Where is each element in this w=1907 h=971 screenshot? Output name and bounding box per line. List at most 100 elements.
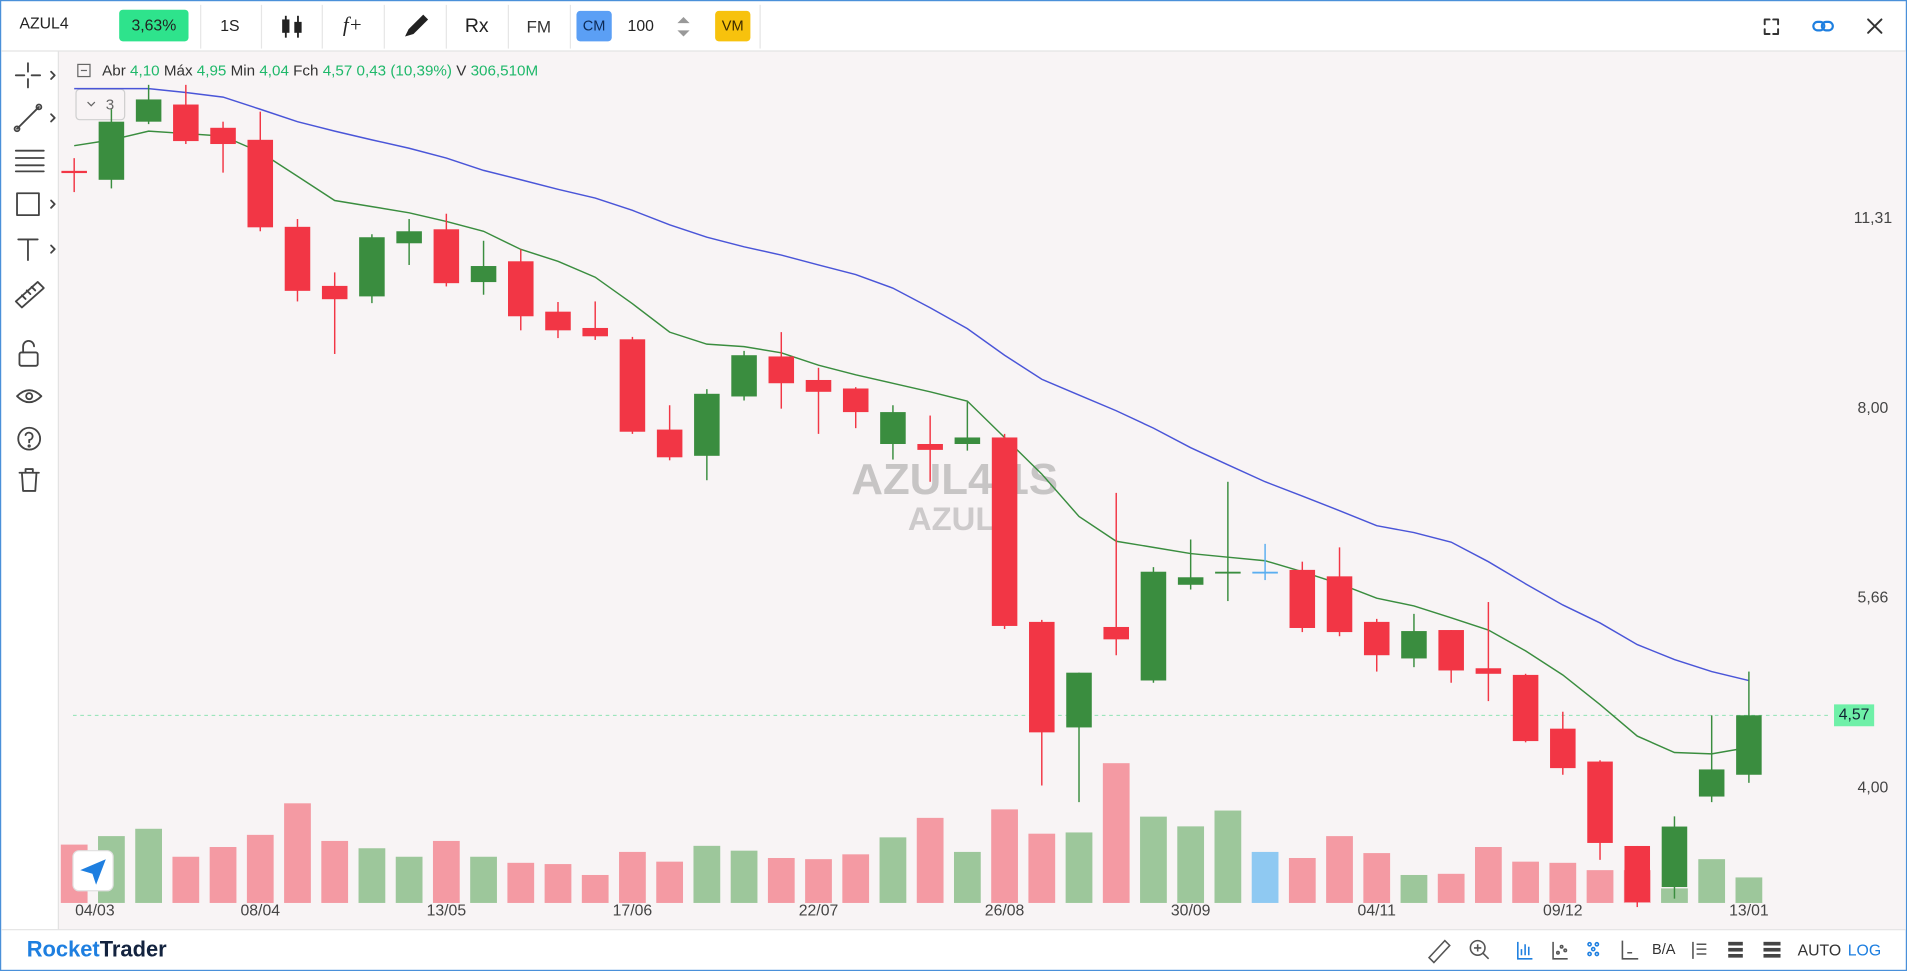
candle-body xyxy=(284,226,311,291)
candle-body xyxy=(1029,621,1055,733)
moving-average xyxy=(74,87,1750,682)
auto-scale-button[interactable]: AUTO xyxy=(1798,943,1842,960)
zoom-button[interactable] xyxy=(1469,939,1490,960)
book-button[interactable] xyxy=(1692,941,1707,959)
ruler-tool[interactable] xyxy=(14,281,45,309)
volume-bar xyxy=(619,851,646,903)
crosshair-tool[interactable] xyxy=(14,62,56,89)
candle-body xyxy=(1289,569,1316,628)
cm-button-bg[interactable] xyxy=(576,10,612,42)
candle-body xyxy=(1326,576,1353,633)
candle-body xyxy=(1550,728,1576,769)
interval-button[interactable]: 1S xyxy=(220,18,239,35)
icon-part xyxy=(18,468,40,492)
volume-bar xyxy=(284,803,311,903)
pattern-button[interactable] xyxy=(1587,941,1600,957)
candle-body xyxy=(1363,621,1390,656)
candle-body xyxy=(880,412,906,445)
icon-part xyxy=(1474,944,1490,960)
layout-button[interactable] xyxy=(1728,941,1743,958)
left-toolbar xyxy=(13,62,56,492)
ruler-button[interactable] xyxy=(1427,939,1451,964)
candle-body xyxy=(1177,577,1204,585)
layout-button-2[interactable] xyxy=(1763,941,1781,958)
bars-button[interactable] xyxy=(1517,941,1533,960)
icon-part xyxy=(14,149,45,173)
fm-button[interactable]: FM xyxy=(526,17,551,36)
quantity-input[interactable]: 100 xyxy=(628,18,655,35)
studies-button[interactable]: f+ xyxy=(343,14,363,36)
icon-part xyxy=(27,444,31,448)
text-tool[interactable] xyxy=(17,238,56,261)
candle-body xyxy=(1624,845,1651,902)
log-scale-button[interactable]: LOG xyxy=(1848,943,1881,960)
candle-body xyxy=(1103,626,1129,640)
icon-part xyxy=(1587,951,1592,957)
open-label: Abr xyxy=(102,63,126,80)
volume-bar xyxy=(1586,870,1614,903)
volume-bar xyxy=(172,856,200,903)
icon-part xyxy=(50,113,56,123)
shape-tool[interactable] xyxy=(16,192,56,217)
volume-bar xyxy=(209,847,237,903)
indicator-dropdown[interactable] xyxy=(75,88,126,121)
dividers xyxy=(200,4,761,49)
help-tool[interactable] xyxy=(17,426,42,451)
icon-part xyxy=(25,392,34,401)
fib-tool[interactable] xyxy=(14,149,45,173)
high-value: 4,95 xyxy=(197,63,227,80)
volume-bar xyxy=(805,859,832,903)
vm-button-bg[interactable] xyxy=(715,10,751,42)
volume-bar xyxy=(693,845,721,903)
quantity-stepper[interactable] xyxy=(677,17,690,37)
volume-bar xyxy=(1735,877,1763,903)
symbol[interactable]: AZUL4 xyxy=(19,15,68,32)
icon-part xyxy=(1555,950,1560,955)
candle-body xyxy=(917,444,943,450)
volume-bar xyxy=(581,874,609,903)
volume-bar xyxy=(358,848,386,903)
ba-button[interactable]: B/A xyxy=(1652,942,1676,958)
candle-body xyxy=(582,327,608,337)
candle-body xyxy=(470,266,497,283)
icon-part xyxy=(1812,20,1826,32)
trendline-tool[interactable] xyxy=(13,103,56,133)
cm-button[interactable]: CM xyxy=(583,19,606,35)
icon-part xyxy=(16,389,43,404)
ohlc-legend: Abr 4,10 Máx 4,95 Min 4,04 Fch 4,57 0,43… xyxy=(102,63,538,80)
x-tick-label: 30/09 xyxy=(1171,903,1211,920)
icon-part xyxy=(1763,941,1781,946)
replay-button[interactable]: Rx xyxy=(465,15,489,37)
volume-bar xyxy=(953,851,981,903)
icon-part xyxy=(1469,939,1486,956)
candle-body xyxy=(656,429,683,458)
lock-tool[interactable] xyxy=(18,340,39,367)
link-button[interactable] xyxy=(1812,20,1834,32)
candle-body xyxy=(321,285,348,300)
visibility-tool[interactable] xyxy=(16,389,43,404)
vm-button[interactable]: VM xyxy=(722,19,744,35)
delete-tool[interactable] xyxy=(18,468,40,492)
volume-bar xyxy=(991,809,1018,903)
candle-type-button[interactable] xyxy=(282,15,302,38)
draw-button[interactable] xyxy=(404,14,429,37)
candle-body xyxy=(1215,571,1241,574)
fullscreen-button[interactable] xyxy=(1763,18,1780,35)
icon-part xyxy=(50,244,56,254)
high-label: Máx xyxy=(164,63,193,80)
y-tick-label: 5,66 xyxy=(1858,589,1889,606)
open-value: 4,10 xyxy=(130,63,160,80)
icon-part xyxy=(35,103,43,111)
icon-part xyxy=(1820,20,1834,32)
x-tick-label: 22/07 xyxy=(799,903,839,920)
legend: Abr 4,10 Máx 4,95 Min 4,04 Fch 4,57 0,43… xyxy=(75,63,538,121)
scatter-button[interactable] xyxy=(1552,941,1568,960)
close-button[interactable] xyxy=(1867,18,1883,34)
axis-button[interactable] xyxy=(1621,940,1639,960)
icon-part xyxy=(1867,18,1883,34)
volume-bar xyxy=(246,834,274,903)
navigation-button[interactable] xyxy=(72,850,114,892)
icon-part xyxy=(1552,941,1568,960)
icon-part xyxy=(1587,941,1592,947)
legend-collapse[interactable] xyxy=(77,63,91,78)
